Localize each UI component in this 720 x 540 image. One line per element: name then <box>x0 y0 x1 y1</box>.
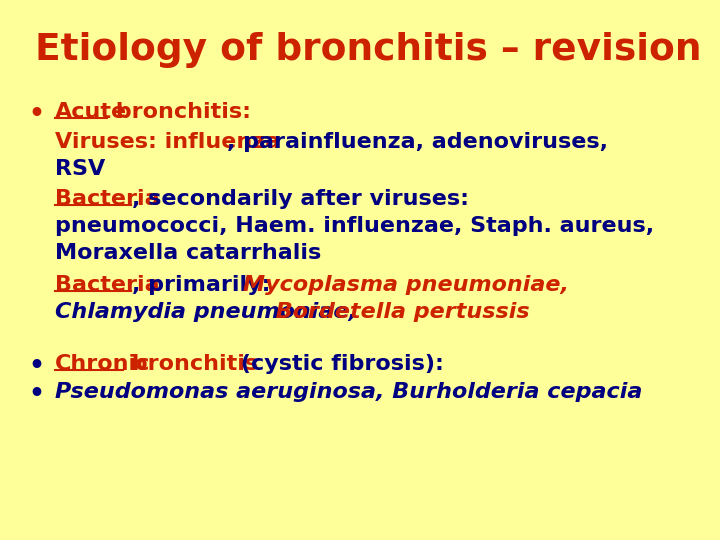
Text: Etiology of bronchitis – revision: Etiology of bronchitis – revision <box>35 32 701 68</box>
Text: Moraxella catarrhalis: Moraxella catarrhalis <box>55 243 321 263</box>
Text: Viruses: influenza: Viruses: influenza <box>55 132 280 152</box>
Text: , parainfluenza, adenoviruses,: , parainfluenza, adenoviruses, <box>227 132 608 152</box>
Text: •: • <box>28 102 44 126</box>
Text: pneumococci, Haem. influenzae, Staph. aureus,: pneumococci, Haem. influenzae, Staph. au… <box>55 216 654 236</box>
Text: Chronic: Chronic <box>55 354 150 374</box>
Text: , secondarily after viruses:: , secondarily after viruses: <box>132 189 469 209</box>
Text: •: • <box>28 382 44 406</box>
Text: bronchitis:: bronchitis: <box>108 102 251 122</box>
Text: Bacteria: Bacteria <box>55 189 160 209</box>
Text: , primarily:: , primarily: <box>132 275 278 295</box>
Text: Mycoplasma pneumoniae,: Mycoplasma pneumoniae, <box>243 275 569 295</box>
Text: Acute: Acute <box>55 102 127 122</box>
Text: (cystic fibrosis):: (cystic fibrosis): <box>233 354 444 374</box>
Text: RSV: RSV <box>55 159 105 179</box>
Text: •: • <box>28 354 44 378</box>
Text: bronchitis: bronchitis <box>124 354 258 374</box>
Text: Bordetella pertussis: Bordetella pertussis <box>268 302 530 322</box>
Text: Pseudomonas aeruginosa, Burholderia cepacia: Pseudomonas aeruginosa, Burholderia cepa… <box>55 382 642 402</box>
Text: Bacteria: Bacteria <box>55 275 160 295</box>
Text: Chlamydia pneumoniae,: Chlamydia pneumoniae, <box>55 302 357 322</box>
